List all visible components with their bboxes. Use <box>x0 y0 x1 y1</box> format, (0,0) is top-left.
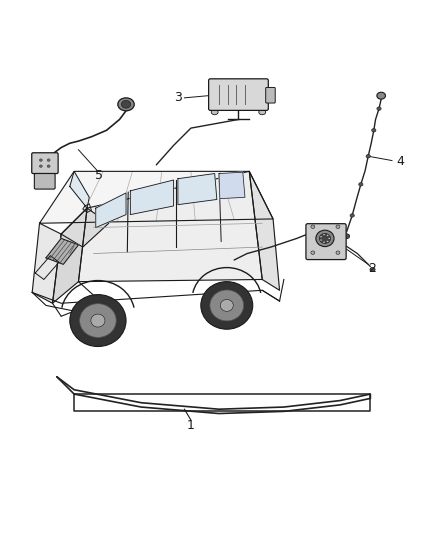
FancyBboxPatch shape <box>306 224 346 260</box>
Polygon shape <box>61 208 109 247</box>
Polygon shape <box>219 172 245 199</box>
Ellipse shape <box>336 225 340 229</box>
FancyBboxPatch shape <box>208 79 268 110</box>
Polygon shape <box>39 172 273 223</box>
Ellipse shape <box>80 304 116 337</box>
Ellipse shape <box>350 214 354 217</box>
Ellipse shape <box>259 109 266 115</box>
Polygon shape <box>32 223 61 303</box>
Polygon shape <box>53 208 87 303</box>
Ellipse shape <box>47 165 50 167</box>
Ellipse shape <box>319 233 331 244</box>
FancyBboxPatch shape <box>34 174 55 189</box>
Polygon shape <box>178 174 217 205</box>
Ellipse shape <box>323 241 325 243</box>
Text: 3: 3 <box>174 91 182 104</box>
Ellipse shape <box>121 100 131 108</box>
Ellipse shape <box>39 165 42 167</box>
Polygon shape <box>46 238 78 264</box>
FancyBboxPatch shape <box>32 153 58 174</box>
Ellipse shape <box>377 107 381 110</box>
Polygon shape <box>249 172 279 290</box>
Text: 4: 4 <box>397 155 405 168</box>
Ellipse shape <box>359 183 363 186</box>
Polygon shape <box>78 172 262 281</box>
Ellipse shape <box>370 268 375 272</box>
Ellipse shape <box>70 295 126 346</box>
Text: 2: 2 <box>369 262 376 275</box>
Ellipse shape <box>377 92 385 99</box>
Ellipse shape <box>118 98 134 111</box>
Ellipse shape <box>343 234 350 239</box>
Text: 5: 5 <box>95 169 103 182</box>
Ellipse shape <box>47 159 50 161</box>
Ellipse shape <box>366 155 371 158</box>
Ellipse shape <box>320 236 322 237</box>
Polygon shape <box>131 180 173 215</box>
Ellipse shape <box>39 159 42 161</box>
Ellipse shape <box>320 239 322 241</box>
Text: 1: 1 <box>187 419 195 432</box>
Ellipse shape <box>311 225 315 229</box>
Ellipse shape <box>211 109 218 115</box>
Ellipse shape <box>327 235 328 236</box>
Ellipse shape <box>201 281 253 329</box>
Polygon shape <box>96 193 126 228</box>
Polygon shape <box>70 172 89 208</box>
Ellipse shape <box>210 290 244 321</box>
Ellipse shape <box>311 251 315 254</box>
Ellipse shape <box>220 300 233 311</box>
Ellipse shape <box>328 238 330 239</box>
Ellipse shape <box>91 314 105 327</box>
Ellipse shape <box>316 230 334 247</box>
FancyBboxPatch shape <box>266 87 275 103</box>
Ellipse shape <box>323 234 325 235</box>
Ellipse shape <box>372 128 376 132</box>
Ellipse shape <box>327 241 328 242</box>
Ellipse shape <box>336 251 340 254</box>
